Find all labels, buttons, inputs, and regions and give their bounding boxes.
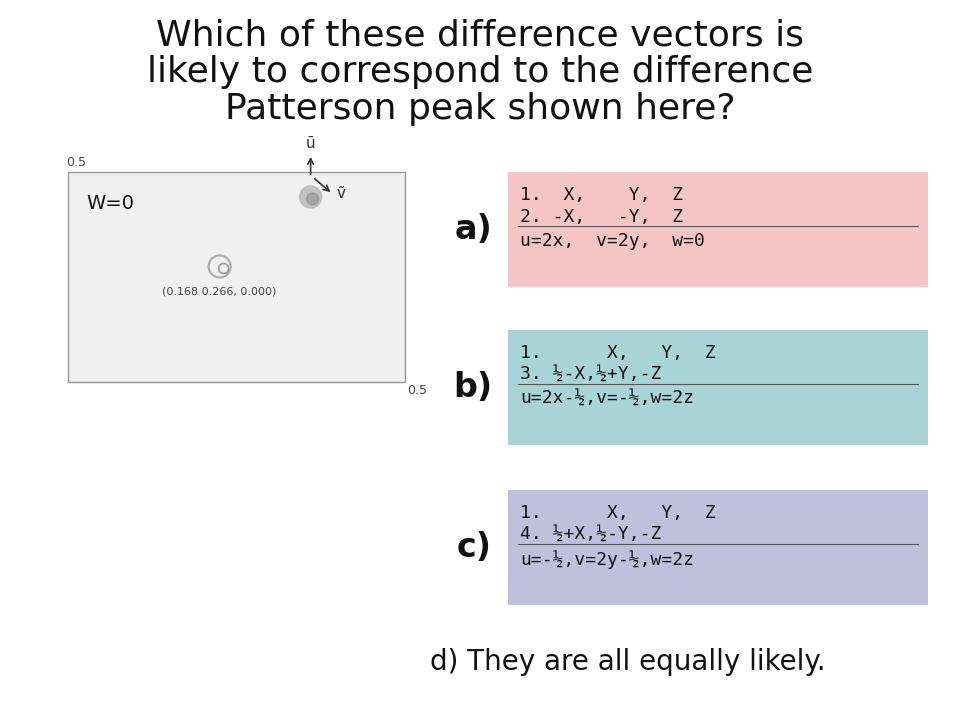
Text: 0.5: 0.5 bbox=[407, 384, 427, 397]
Text: c): c) bbox=[457, 531, 492, 564]
Circle shape bbox=[306, 193, 319, 205]
FancyBboxPatch shape bbox=[508, 172, 928, 287]
Text: 1.      X,   Y,  Z: 1. X, Y, Z bbox=[520, 344, 716, 362]
Text: 1.      X,   Y,  Z: 1. X, Y, Z bbox=[520, 504, 716, 522]
Text: 0.5: 0.5 bbox=[66, 156, 86, 169]
Text: Patterson peak shown here?: Patterson peak shown here? bbox=[225, 92, 735, 126]
Text: W=0: W=0 bbox=[86, 194, 134, 213]
Text: b): b) bbox=[453, 371, 492, 404]
Text: ū: ū bbox=[306, 136, 316, 151]
Text: (0.168 0.266, 0.000): (0.168 0.266, 0.000) bbox=[162, 287, 276, 297]
Text: Which of these difference vectors is: Which of these difference vectors is bbox=[156, 18, 804, 52]
FancyBboxPatch shape bbox=[508, 490, 928, 605]
Text: 2. -X,   -Y,  Z: 2. -X, -Y, Z bbox=[520, 208, 684, 226]
FancyBboxPatch shape bbox=[68, 172, 405, 382]
FancyBboxPatch shape bbox=[508, 330, 928, 445]
Text: u=2x,  v=2y,  w=0: u=2x, v=2y, w=0 bbox=[520, 232, 705, 250]
Text: 1.  X,    Y,  Z: 1. X, Y, Z bbox=[520, 186, 684, 204]
Text: 4. ½+X,½-Y,-Z: 4. ½+X,½-Y,-Z bbox=[520, 526, 661, 544]
Circle shape bbox=[300, 186, 322, 208]
Text: u=-½,v=2y-½,w=2z: u=-½,v=2y-½,w=2z bbox=[520, 550, 694, 569]
Text: likely to correspond to the difference: likely to correspond to the difference bbox=[147, 55, 813, 89]
Text: d) They are all equally likely.: d) They are all equally likely. bbox=[430, 648, 826, 676]
Text: 3. ½-X,½+Y,-Z: 3. ½-X,½+Y,-Z bbox=[520, 366, 661, 384]
Text: a): a) bbox=[454, 213, 492, 246]
Text: ṽ: ṽ bbox=[337, 186, 346, 202]
Text: u=2x-½,v=-½,w=2z: u=2x-½,v=-½,w=2z bbox=[520, 390, 694, 408]
